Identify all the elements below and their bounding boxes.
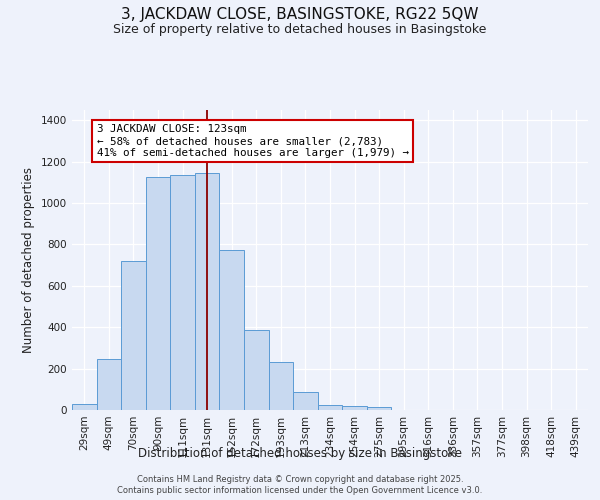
- Text: Contains HM Land Registry data © Crown copyright and database right 2025.: Contains HM Land Registry data © Crown c…: [137, 475, 463, 484]
- Text: Size of property relative to detached houses in Basingstoke: Size of property relative to detached ho…: [113, 22, 487, 36]
- Bar: [244, 330, 269, 410]
- Text: 3, JACKDAW CLOSE, BASINGSTOKE, RG22 5QW: 3, JACKDAW CLOSE, BASINGSTOKE, RG22 5QW: [121, 8, 479, 22]
- Bar: [220, 250, 244, 410]
- Bar: [293, 392, 318, 410]
- Bar: [170, 175, 195, 410]
- Text: Contains public sector information licensed under the Open Government Licence v3: Contains public sector information licen…: [118, 486, 482, 495]
- Bar: [146, 177, 170, 410]
- Text: 3 JACKDAW CLOSE: 123sqm
← 58% of detached houses are smaller (2,783)
41% of semi: 3 JACKDAW CLOSE: 123sqm ← 58% of detache…: [97, 124, 409, 158]
- Bar: [269, 362, 293, 410]
- Bar: [342, 406, 367, 410]
- Bar: [367, 407, 391, 410]
- Bar: [121, 262, 146, 410]
- Y-axis label: Number of detached properties: Number of detached properties: [22, 167, 35, 353]
- Bar: [195, 173, 220, 410]
- Bar: [97, 358, 121, 410]
- Text: Distribution of detached houses by size in Basingstoke: Distribution of detached houses by size …: [138, 448, 462, 460]
- Bar: [72, 404, 97, 410]
- Bar: [318, 405, 342, 410]
